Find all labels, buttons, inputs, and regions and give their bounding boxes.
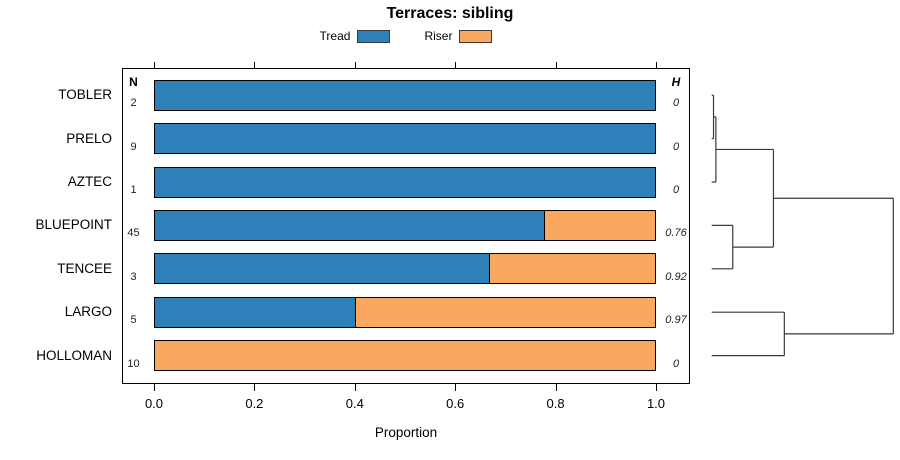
x-axis-tick-bottom <box>254 383 256 391</box>
x-axis-title: Proportion <box>374 425 438 440</box>
n-value: 2 <box>130 97 137 110</box>
h-value: 0.92 <box>665 270 687 283</box>
x-axis-tick-bottom <box>354 383 356 391</box>
bar-segment-tread <box>155 124 655 154</box>
n-value: 1 <box>130 184 137 196</box>
bar-segment-riser <box>155 341 655 371</box>
x-axis-tick-label: 0.0 <box>144 396 164 411</box>
n-value: 9 <box>130 140 137 153</box>
x-axis-tick-bottom <box>455 383 457 391</box>
stacked-bar <box>154 79 656 111</box>
x-axis-tick-top <box>656 61 657 68</box>
stacked-bar <box>154 123 656 155</box>
stacked-bar <box>154 166 656 198</box>
bar-segment-tread <box>155 210 544 240</box>
bar-segment-riser <box>488 254 655 284</box>
category-label: HOLLOMAN <box>36 347 112 363</box>
category-label: LARGO <box>64 304 112 320</box>
legend-label-tread: Tread <box>319 29 351 43</box>
h-value: 0 <box>672 357 680 370</box>
x-axis-tick-label: 0.8 <box>546 396 565 411</box>
h-value: 0 <box>672 97 680 110</box>
n-column-header: N <box>129 75 138 89</box>
legend-swatch-riser <box>459 29 493 43</box>
stacked-bar <box>154 253 656 285</box>
category-label: TOBLER <box>58 87 112 103</box>
category-label: TENCEE <box>57 260 112 276</box>
x-axis-tick-bottom <box>555 383 557 391</box>
x-axis-tick-top <box>354 61 356 68</box>
n-value: 5 <box>130 314 137 327</box>
category-label: AZTEC <box>67 174 112 189</box>
x-axis-tick-bottom <box>154 383 155 391</box>
bar-segment-tread <box>155 167 655 197</box>
h-value: 0.76 <box>665 227 687 240</box>
n-value: 10 <box>127 357 140 370</box>
x-axis-tick-top <box>455 61 457 68</box>
n-value: 3 <box>130 270 137 283</box>
n-value: 45 <box>127 227 140 240</box>
x-axis-tick-bottom <box>656 383 657 391</box>
bar-segment-tread <box>155 254 489 284</box>
x-axis-tick-top <box>154 61 155 68</box>
x-axis-tick-top <box>555 61 557 68</box>
chart-title: Terraces: sibling <box>386 5 514 22</box>
bar-segment-tread <box>155 80 655 110</box>
category-label: PRELO <box>66 130 112 146</box>
x-axis-tick-top <box>254 61 256 68</box>
legend-swatch-tread <box>357 29 391 43</box>
legend-item-tread: Tread <box>320 29 391 43</box>
stacked-bar <box>154 209 656 241</box>
h-column-header: H <box>671 75 681 89</box>
legend: Tread Riser <box>122 27 690 45</box>
category-label: BLUEPOINT <box>35 217 112 233</box>
bar-segment-tread <box>155 297 355 327</box>
x-axis-tick-label: 0.4 <box>345 396 364 411</box>
legend-item-riser: Riser <box>424 29 493 43</box>
bar-segment-riser <box>355 297 655 327</box>
x-axis-tick-label: 0.6 <box>446 396 465 411</box>
stacked-bar <box>154 340 656 372</box>
h-value: 0.97 <box>665 314 687 327</box>
stacked-bar <box>154 296 656 328</box>
bar-segment-riser <box>544 210 655 240</box>
x-axis-tick-label: 1.0 <box>646 396 666 411</box>
legend-label-riser: Riser <box>424 29 453 43</box>
h-value: 0 <box>672 140 680 153</box>
x-axis-tick-label: 0.2 <box>245 396 264 411</box>
h-value: 0 <box>672 184 680 196</box>
